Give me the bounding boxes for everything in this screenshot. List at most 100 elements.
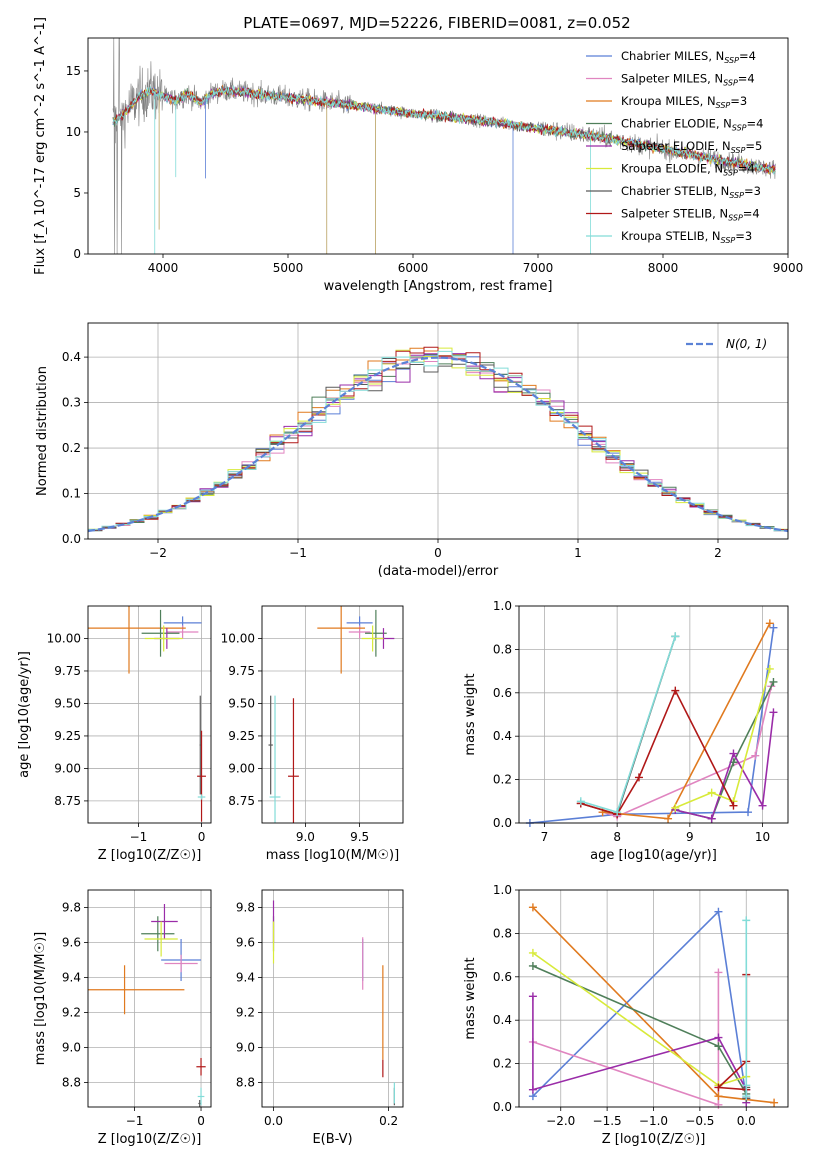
- weight-marker: [714, 1042, 723, 1051]
- weight_vs_Z-panel: −2.0 −1.5 −1.0 −0.5 0.0 0.0 0.2 0.4 0.6 0.8 1.0 Z […: [463, 883, 789, 1147]
- x-tick-label: −1.5: [593, 1114, 622, 1128]
- y-tick-label: 0.4: [62, 350, 81, 364]
- weight-marker: [769, 623, 778, 632]
- x-tick-label: 7000: [523, 261, 554, 275]
- weight-marker: [758, 801, 767, 810]
- y-tick-label: 9.2: [236, 1006, 255, 1020]
- y-tick-label: 9.4: [236, 971, 255, 985]
- y-tick-label: 9.50: [54, 696, 81, 710]
- weight-marker: [742, 1092, 751, 1101]
- y-tick-label: 15: [66, 64, 81, 78]
- x-tick-label: 7: [541, 830, 549, 844]
- y-tick-label: 8.75: [228, 794, 255, 808]
- x-axis-label: Z [log10(Z/Z☉)]: [98, 1132, 202, 1147]
- y-tick-label: 1.0: [493, 599, 512, 613]
- weight-marker: [528, 1085, 537, 1094]
- y-tick-label: 0.1: [62, 487, 81, 501]
- y-axis-label: mass weight: [463, 957, 478, 1039]
- weight-marker: [671, 803, 680, 812]
- weight-marker: [769, 677, 778, 686]
- spectrum-model-line: [112, 84, 776, 175]
- x-tick-label: 9.5: [350, 830, 369, 844]
- y-axis-label: Flux [f_λ 10^-17 erg cm^-2 s^-1 A^-1]: [33, 17, 48, 275]
- y-tick-label: 9.6: [62, 936, 81, 950]
- weight-line: [580, 688, 735, 816]
- axes-frame: [518, 605, 789, 824]
- y-tick-label: 5: [73, 186, 81, 200]
- legend-label: Salpeter STELIB, NSSP=4: [621, 207, 760, 223]
- x-tick-label: 0.0: [737, 1114, 756, 1128]
- x-tick-label: −1: [130, 830, 148, 844]
- y-tick-label: 9.25: [228, 729, 255, 743]
- residual-histogram: [88, 350, 788, 533]
- x-tick-label: 8: [613, 830, 621, 844]
- axes-frame: [518, 889, 789, 1108]
- y-tick-label: 9.25: [54, 729, 81, 743]
- weight-marker: [714, 1092, 723, 1101]
- y-tick-label: 9.4: [62, 971, 81, 985]
- legend-label: Kroupa STELIB, NSSP=3: [621, 229, 752, 245]
- weight-marker: [714, 1083, 723, 1092]
- x-tick-label: 0: [197, 1114, 205, 1128]
- x-tick-label: −2: [149, 546, 167, 560]
- weight-marker: [613, 808, 622, 817]
- y-axis-label: mass [log10(M/M☉)]: [33, 932, 48, 1065]
- weight-marker: [707, 788, 716, 797]
- x-tick-label: 0: [198, 830, 206, 844]
- x-axis-label: mass [log10(M/M☉)]: [266, 848, 399, 863]
- spectrum-legend: Chabrier MILES, NSSP=4 Salpeter MILES, NS…: [586, 49, 763, 245]
- y-tick-label: 9.2: [62, 1006, 81, 1020]
- weight-marker: [742, 916, 751, 925]
- weight-marker: [744, 808, 753, 817]
- x-tick-label: 9: [686, 830, 694, 844]
- weight-marker: [576, 797, 585, 806]
- weight-line: [602, 686, 773, 818]
- residuals-panel: −2 −1 0 1 2 0.0 0.1 0.2 0.3 0.4 (data-model)/error…: [35, 322, 789, 579]
- y-axis-label: mass weight: [463, 673, 478, 755]
- y-tick-label: 9.6: [236, 936, 255, 950]
- x-tick-label: 0.2: [379, 1114, 398, 1128]
- weight-marker: [742, 1081, 751, 1090]
- y-tick-label: 9.0: [236, 1041, 255, 1055]
- weight-marker: [770, 1098, 779, 1107]
- x-axis-label: Z [log10(Z/Z☉)]: [98, 848, 202, 863]
- x-tick-label: 8000: [648, 261, 679, 275]
- mass_vs_ebv-panel: 0.0 0.2 8.8 9.0 9.2 9.4 9.6 9.8 E(B-V): [236, 889, 404, 1147]
- weight-marker: [528, 948, 537, 957]
- legend-label: Chabrier STELIB, NSSP=3: [621, 184, 761, 200]
- weight-marker: [751, 751, 760, 760]
- axes-frame: [261, 889, 404, 1108]
- y-tick-label: 9.75: [228, 664, 255, 678]
- weight-marker: [714, 968, 723, 977]
- weight-line: [602, 623, 771, 820]
- weight-marker: [671, 632, 680, 641]
- axes-frame: [261, 605, 404, 824]
- x-tick-label: 6000: [398, 261, 429, 275]
- y-tick-label: 0.3: [62, 396, 81, 410]
- y-tick-label: 9.8: [236, 901, 255, 915]
- x-tick-label: 9.0: [296, 830, 315, 844]
- weight-marker: [671, 686, 680, 695]
- x-tick-label: 5000: [273, 261, 304, 275]
- y-tick-label: 9.00: [228, 761, 255, 775]
- x-tick-label: 0.0: [264, 1114, 283, 1128]
- age_vs_mass-panel: 9.0 9.5 8.75 9.00 9.25 9.50 9.75 10.00 mass [log…: [221, 605, 404, 863]
- y-tick-label: 1.0: [493, 883, 512, 897]
- y-tick-label: 0.8: [493, 642, 512, 656]
- x-tick-label: 0: [434, 546, 442, 560]
- weight-line: [674, 668, 771, 809]
- axes-frame: [87, 889, 212, 1108]
- x-axis-label: Z [log10(Z/Z☉)]: [602, 1132, 706, 1147]
- y-tick-label: 0.4: [493, 1013, 512, 1027]
- weight-marker: [714, 1100, 723, 1109]
- y-axis-label: age [log10(age/yr)]: [17, 651, 32, 778]
- legend-label: Salpeter MILES, NSSP=4: [621, 72, 755, 88]
- x-axis-label: (data-model)/error: [378, 564, 499, 579]
- weight-marker: [664, 814, 673, 823]
- x-tick-label: −1: [126, 1114, 144, 1128]
- y-tick-label: 9.00: [54, 761, 81, 775]
- weight-marker: [707, 814, 716, 823]
- y-tick-label: 9.50: [228, 696, 255, 710]
- mass_vs_Z-panel: −1 0 8.8 9.0 9.2 9.4 9.6 9.8 Z [log10(Z/Z☉)] mass…: [33, 889, 212, 1147]
